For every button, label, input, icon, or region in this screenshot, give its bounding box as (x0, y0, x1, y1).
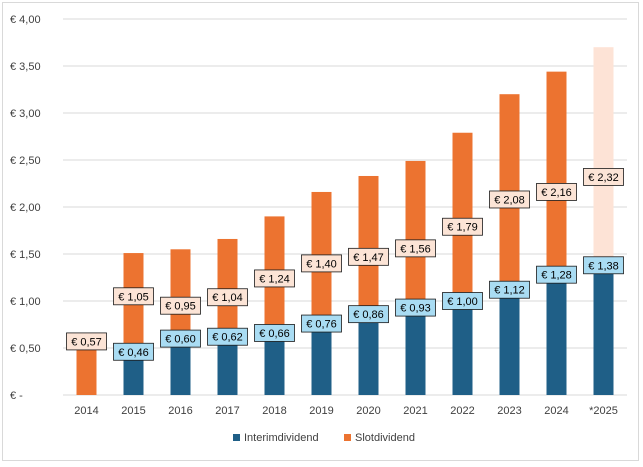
data-label-interimdividend: € 0,76 (306, 319, 337, 331)
x-tick-label: 2024 (544, 405, 568, 417)
y-axis-ticks: € - € 0,50 € 1,00 € 1,50 € 2,00 € 2,50 € 3,00 €… (10, 14, 41, 402)
bar-slotdividend (217, 238, 238, 337)
x-tick-label: 2018 (262, 405, 286, 417)
data-label-slotdividend: € 2,16 (541, 187, 572, 199)
data-label-interimdividend: € 0,46 (118, 347, 149, 359)
bar-interimdividend (264, 332, 285, 395)
data-label-slotdividend-box (395, 239, 436, 258)
y-tick-label: € 0,50 (10, 343, 41, 355)
data-label-slotdividend-box (536, 183, 577, 201)
legend-label: Slotdividend (355, 432, 415, 444)
legend: Interimdividend Slotdividend (233, 432, 415, 444)
data-label-slotdividend: € 1,40 (306, 258, 337, 270)
data-label-interimdividend-box (489, 280, 530, 299)
bar-slotdividend (593, 47, 614, 266)
bar-slotdividend (358, 175, 379, 315)
data-label-slotdividend-box (254, 269, 295, 288)
x-axis-ticks: 2014 2015 2016 2017 2018 2019 2020 2021 2022 2023… (74, 405, 618, 417)
bar-interimdividend (358, 314, 379, 395)
data-label-slotdividend: € 1,05 (118, 291, 149, 303)
x-tick-label: 2016 (168, 405, 192, 417)
data-label-interimdividend-box (207, 327, 248, 346)
x-tick-label: 2015 (121, 405, 145, 417)
data-label-interimdividend: € 1,38 (588, 260, 619, 272)
data-label-interimdividend: € 0,86 (353, 309, 384, 321)
bar-slotdividend (405, 160, 426, 308)
y-tick-label: € 2,00 (10, 202, 41, 214)
data-label-interimdividend: € 1,28 (541, 270, 572, 282)
x-tick-label: 2022 (450, 405, 474, 417)
x-tick-label: 2020 (356, 405, 380, 417)
y-tick-label: € 3,50 (10, 61, 41, 73)
data-label-slotdividend-box (348, 247, 389, 266)
data-label-slotdividend-box (113, 287, 154, 306)
bar-interimdividend (405, 307, 426, 395)
legend-swatch (233, 434, 240, 441)
data-label-interimdividend: € 0,62 (212, 332, 243, 344)
bar-slotdividend (76, 341, 97, 395)
data-label-interimdividend: € 0,60 (165, 334, 196, 346)
data-label-slotdividend: € 2,32 (588, 172, 619, 184)
data-label-slotdividend: € 0,95 (165, 301, 196, 313)
data-label-slotdividend-box (301, 254, 342, 273)
x-tick-label: 2019 (309, 405, 333, 417)
data-label-slotdividend-box (207, 288, 248, 307)
y-tick-label: € 1,00 (10, 296, 41, 308)
y-tick-label: € 1,50 (10, 249, 41, 261)
data-label-interimdividend-box (442, 292, 483, 310)
x-tick-label: *2025 (589, 405, 618, 417)
bar-interimdividend (170, 338, 191, 395)
data-labels: € 0,57 € 0,46 € 1,05 € 0,60 € 0,95 € 0,62 € 1,… (66, 168, 624, 361)
x-tick-label: 2017 (215, 405, 239, 417)
y-tick-label: € 3,00 (10, 108, 41, 120)
data-label-interimdividend: € 0,66 (259, 328, 290, 340)
bar-interimdividend (593, 265, 614, 395)
data-label-slotdividend: € 0,57 (71, 336, 102, 348)
data-label-slotdividend: € 1,47 (353, 252, 384, 264)
chart-frame: € - € 0,50 € 1,00 € 1,50 € 2,00 € 2,50 € 3,00 €… (2, 2, 639, 461)
data-label-slotdividend: € 1,04 (212, 292, 243, 304)
data-label-slotdividend-box (583, 168, 624, 186)
bar-interimdividend (217, 336, 238, 395)
y-tick-label: € - (10, 390, 23, 402)
bar-interimdividend (499, 289, 520, 395)
data-label-interimdividend-box (254, 324, 295, 342)
data-label-interimdividend-box (536, 265, 577, 284)
bar-slotdividend (452, 132, 473, 301)
data-label-slotdividend-box (66, 332, 107, 351)
bar-slotdividend (170, 249, 191, 339)
x-tick-label: 2014 (74, 405, 98, 417)
y-tick-label: € 4,00 (10, 14, 41, 26)
data-label-interimdividend: € 1,00 (447, 296, 478, 308)
data-label-slotdividend: € 1,56 (400, 243, 431, 255)
bar-interimdividend (311, 323, 332, 395)
bar-slotdividend (546, 71, 567, 275)
data-label-interimdividend: € 0,93 (400, 303, 431, 315)
gridlines (63, 18, 627, 396)
data-label-slotdividend-box (160, 296, 201, 315)
dividend-chart: € - € 0,50 € 1,00 € 1,50 € 2,00 € 2,50 € 3,00 €… (10, 14, 627, 444)
data-label-interimdividend-box (160, 329, 201, 348)
data-label-interimdividend-box (301, 314, 342, 333)
data-label-interimdividend-box (113, 342, 154, 361)
data-label-slotdividend: € 2,08 (494, 194, 525, 206)
bars (76, 47, 614, 395)
y-tick-label: € 2,50 (10, 155, 41, 167)
bar-interimdividend (546, 274, 567, 395)
data-label-interimdividend: € 1,12 (494, 285, 525, 297)
data-label-slotdividend-box (489, 190, 530, 209)
legend-swatch (344, 434, 351, 441)
data-label-slotdividend: € 1,24 (259, 273, 290, 285)
data-label-slotdividend: € 1,79 (447, 222, 478, 234)
data-label-interimdividend-box (583, 256, 624, 275)
bar-interimdividend (452, 301, 473, 395)
data-label-interimdividend-box (395, 298, 436, 317)
x-tick-label: 2021 (403, 405, 427, 417)
bar-interimdividend (123, 351, 144, 395)
data-label-slotdividend-box (442, 217, 483, 236)
legend-label: Interimdividend (244, 432, 319, 444)
x-tick-label: 2023 (497, 405, 521, 417)
data-label-interimdividend-box (348, 305, 389, 324)
